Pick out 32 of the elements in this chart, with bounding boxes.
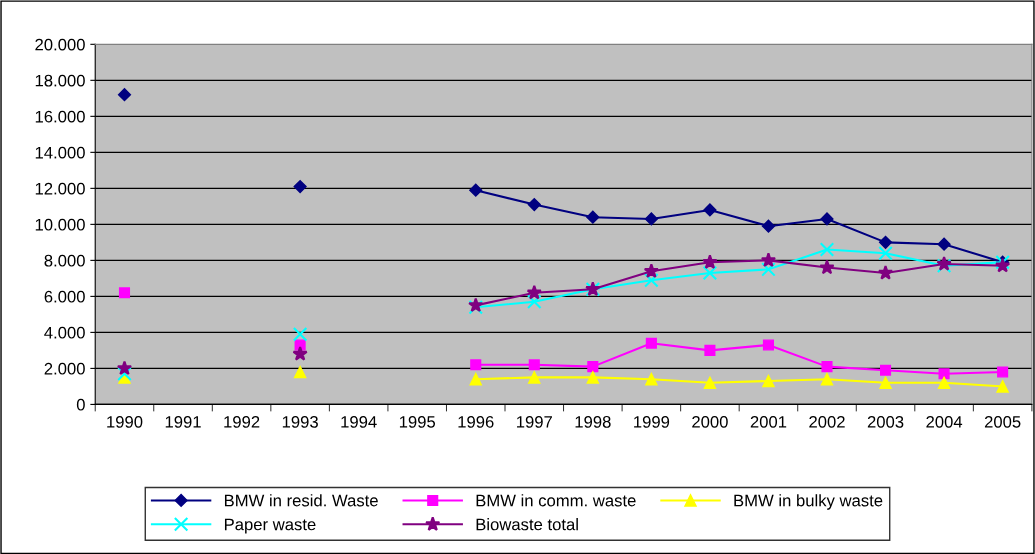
legend-label: BMW in comm. waste (476, 494, 636, 507)
x-tick-label: 2003 (867, 415, 904, 428)
y-tick-label: 2.000 (44, 362, 85, 375)
x-tick-label: 2001 (750, 415, 787, 428)
y-tick-label: 10.000 (35, 218, 85, 231)
x-tick-label: 1990 (107, 415, 143, 428)
x-tick-label: 2000 (692, 415, 728, 428)
legend-label: Paper waste (224, 518, 316, 534)
legend-label: Biowaste total (476, 518, 578, 531)
x-tick-label: 1997 (517, 415, 552, 428)
x-tick-label: 2005 (984, 415, 1021, 428)
x-tick-label: 1996 (458, 415, 494, 428)
y-tick-label: 12.000 (35, 182, 85, 195)
x-tick-label: 1995 (399, 415, 436, 428)
y-tick-label: 8.000 (44, 254, 85, 267)
y-tick-label: 20.000 (35, 38, 85, 51)
x-tick-label: 1998 (575, 415, 611, 428)
y-tick-label: 0 (76, 398, 85, 411)
y-tick-label: 14.000 (35, 146, 85, 159)
y-tick-label: 18.000 (35, 74, 85, 87)
x-tick-label: 1993 (282, 415, 318, 428)
y-tick-label: 4.000 (44, 326, 85, 339)
legend-label: BMW in bulky waste (734, 494, 883, 510)
x-tick-label: 1991 (165, 415, 201, 428)
y-tick-label: 16.000 (35, 110, 85, 123)
y-tick-label: 6.000 (44, 290, 85, 303)
x-tick-label: 2002 (809, 415, 845, 428)
x-tick-label: 1999 (634, 415, 670, 428)
x-tick-label: 1994 (341, 415, 377, 428)
x-tick-label: 2004 (926, 415, 963, 428)
x-tick-label: 1992 (224, 415, 260, 428)
legend-label: BMW in resid. Waste (224, 494, 378, 507)
